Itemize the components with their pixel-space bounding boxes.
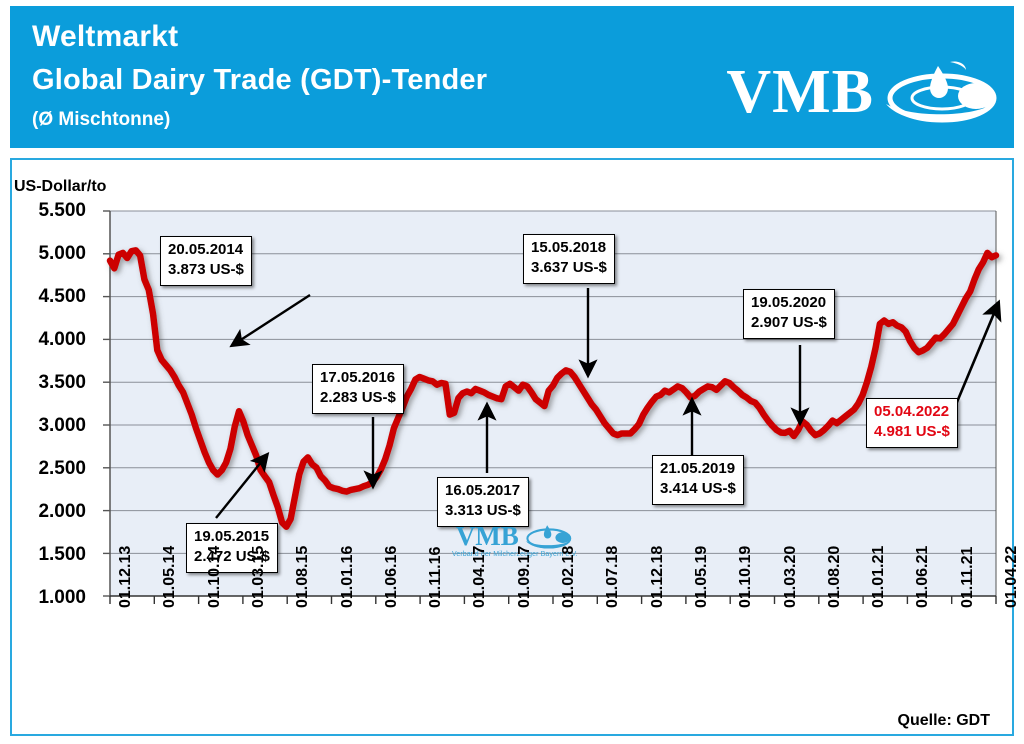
y-tick-label: 5.500: [38, 200, 86, 221]
x-tick-label: 01.01.16: [338, 545, 356, 608]
x-tick-label: 01.03.15: [249, 545, 267, 608]
y-tick-marks: [103, 210, 110, 597]
y-tick-label: 4.000: [38, 329, 86, 350]
annotation-callout-2016: 17.05.2016 2.283 US-$: [312, 364, 404, 414]
annotation-date: 20.05.2014: [168, 241, 244, 258]
annotation-date: 19.05.2020: [751, 294, 827, 311]
annotation-value: 3.414 US-$: [660, 480, 736, 498]
annotation-value: 2.283 US-$: [320, 389, 396, 407]
x-tick-label: 01.10.14: [205, 545, 223, 608]
x-tick-label: 01.12.13: [117, 545, 134, 608]
x-tick-label: 01.12.18: [648, 545, 666, 608]
x-tick-label: 01.08.20: [825, 545, 843, 608]
annotation-date: 19.05.2015: [194, 528, 270, 545]
annotation-date: 21.05.2019: [660, 460, 736, 477]
x-tick-label: 01.03.20: [781, 545, 799, 608]
annotation-value: 4.981 US-$: [874, 423, 950, 441]
y-tick-label: 5.000: [38, 243, 86, 264]
annotation-arrow-2015: [215, 452, 270, 519]
y-tick-label: 2.000: [38, 501, 86, 522]
x-tick-label: 01.05.19: [692, 545, 710, 608]
x-tick-label: 01.06.21: [914, 545, 932, 608]
x-tick-label: 01.02.18: [560, 545, 577, 608]
y-tick-label: 2.500: [38, 458, 86, 479]
annotation-value: 2.907 US-$: [751, 314, 827, 332]
header-title-line2: Global Dairy Trade (GDT)-Tender: [32, 64, 488, 96]
vmb-logo-text: VMB: [726, 58, 874, 126]
x-tick-label: 01.04.22: [1003, 545, 1020, 608]
annotation-value: 3.637 US-$: [531, 259, 607, 277]
x-tick-label: 01.06.16: [382, 545, 400, 608]
vmb-logo: VMB: [726, 58, 1000, 126]
milk-drop-splash-icon: [886, 61, 997, 123]
x-tick-label: 01.09.17: [515, 545, 533, 608]
annotation-callout-2019: 21.05.2019 3.414 US-$: [652, 455, 744, 505]
y-tick-label: 3.000: [38, 415, 86, 436]
annotation-value: 3.313 US-$: [445, 502, 521, 520]
annotation-value: 3.873 US-$: [168, 261, 244, 279]
y-tick-label: 3.500: [38, 372, 86, 393]
x-tick-label: 01.05.14: [161, 545, 179, 608]
annotation-date: 16.05.2017: [445, 482, 521, 499]
x-tick-marks: [109, 596, 997, 604]
x-tick-label: 01.07.18: [604, 545, 622, 608]
y-tick-label: 4.500: [38, 286, 86, 307]
annotation-callout-2022: 05.04.2022 4.981 US-$: [866, 398, 958, 448]
annotation-arrow-2014: [229, 293, 311, 348]
y-tick-label: 1.000: [38, 587, 86, 608]
annotation-date: 05.04.2022: [874, 403, 950, 420]
annotation-date: 15.05.2018: [531, 239, 607, 256]
x-tick-label: 01.01.21: [870, 545, 888, 608]
annotation-value: 2.472 US-$: [194, 548, 270, 566]
annotation-callout-2014: 20.05.2014 3.873 US-$: [160, 236, 252, 286]
annotation-callout-2017: 16.05.2017 3.313 US-$: [437, 477, 529, 527]
x-tick-label: 01.11.16: [427, 546, 445, 608]
y-axis-title: US-Dollar/to: [14, 178, 107, 195]
annotation-callout-2018: 15.05.2018 3.637 US-$: [523, 234, 615, 284]
y-tick-label: 1.500: [38, 544, 86, 565]
annotation-date: 17.05.2016: [320, 369, 396, 386]
header-subtitle: (Ø Mischtonne): [32, 109, 171, 130]
annotation-callout-2020: 19.05.2020 2.907 US-$: [743, 289, 835, 339]
x-tick-label: 01.11.21: [958, 546, 976, 608]
header-banner: Weltmarkt Global Dairy Trade (GDT)-Tende…: [10, 6, 1014, 148]
annotation-callout-2015: 19.05.2015 2.472 US-$: [186, 523, 278, 573]
source-note: Quelle: GDT: [897, 712, 990, 729]
x-tick-label: 01.08.15: [294, 545, 312, 608]
header-title-line1: Weltmarkt: [32, 20, 179, 53]
x-tick-label: 01.04.17: [471, 545, 489, 608]
x-tick-label: 01.10.19: [737, 545, 755, 608]
